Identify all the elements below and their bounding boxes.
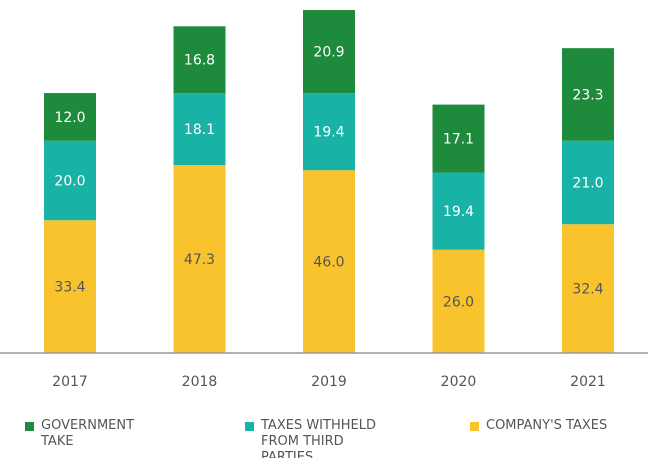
x-tick-label: 2020 [441,374,477,390]
value-label: 16.8 [184,53,215,69]
legend-label: TAXES WITHHELD FROM THIRD PARTIES [261,418,376,458]
bar-segment [562,48,614,141]
value-label: 47.3 [184,252,215,268]
value-label: 20.0 [54,174,85,190]
value-label: 18.1 [184,122,215,138]
bar-segment [303,93,355,171]
value-label: 17.1 [443,132,474,148]
x-tick-label: 2018 [182,374,218,390]
plot: 33.4 20.0 12.0 2017 47.3 18.1 16.8 2018 46.0 19.4… [0,10,648,390]
legend-swatch [245,422,254,431]
bar-segment [173,26,226,94]
value-label: 21.0 [572,175,603,191]
value-label: 33.4 [54,280,85,296]
bar-segment [562,140,614,225]
value-label: 46.0 [313,255,344,271]
value-label: 19.4 [443,204,474,220]
value-label: 19.4 [313,125,344,141]
legend-label: COMPANY'S TAXES [486,418,608,433]
value-label: 20.9 [313,45,344,61]
bar-segment [44,93,96,141]
bar-segment [303,170,355,353]
bar-segment [432,249,485,353]
value-label: 12.0 [54,110,85,126]
bar-segment [432,104,485,173]
value-label: 23.3 [572,87,603,103]
value-label: 32.4 [572,282,603,298]
value-label: 26.0 [443,294,474,310]
legend-item: COMPANY'S TAXES [470,418,640,434]
bar-segment [44,140,96,221]
bar-segment [303,10,355,94]
bar-segment [44,220,96,353]
x-tick-label: 2019 [311,374,347,390]
bar-segment [173,93,226,166]
legend-item: GOVERNMENT TAKE [25,418,155,450]
bar-segment [562,224,614,353]
x-tick-label: 2021 [570,374,606,390]
bar-segment [173,165,226,353]
x-tick-label: 2017 [52,374,88,390]
legend-label: GOVERNMENT TAKE [41,418,135,449]
bar-segment [432,172,485,250]
legend-swatch [470,422,479,431]
legend-item: TAXES WITHHELD FROM THIRD PARTIES [245,418,395,458]
legend-swatch [25,422,34,431]
